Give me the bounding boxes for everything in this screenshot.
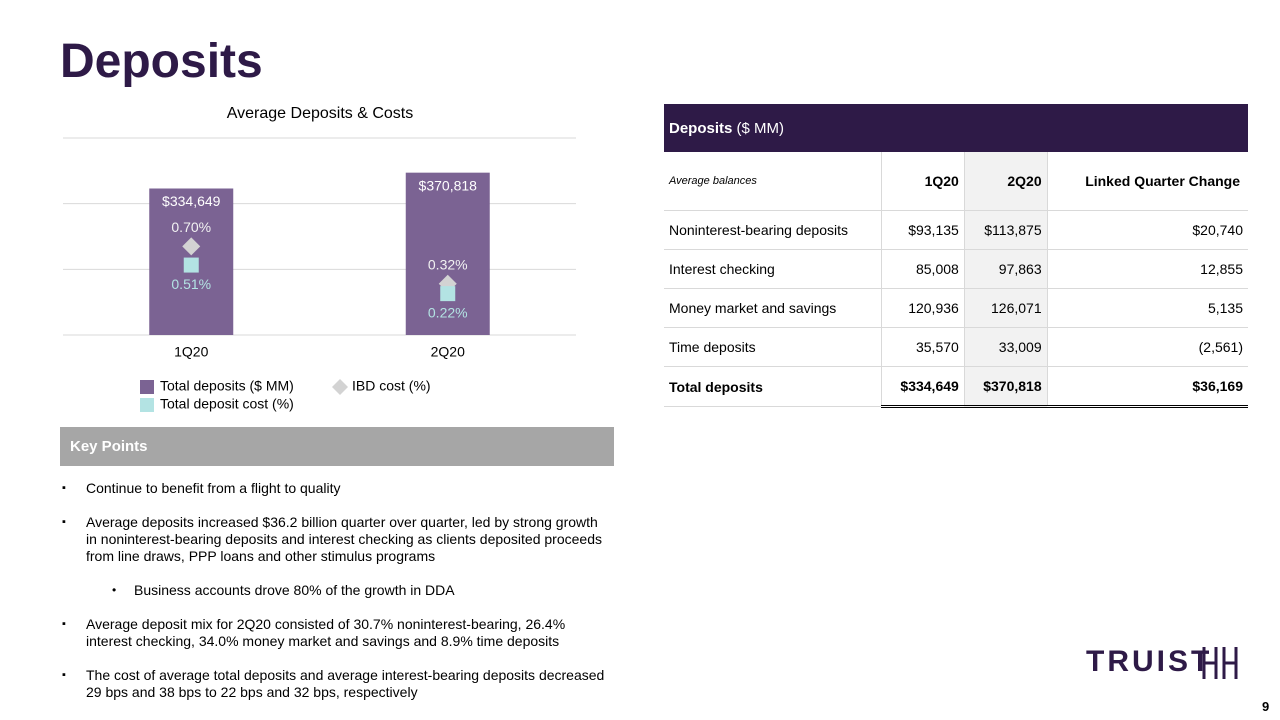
key-point: Average deposits increased $36.2 billion… [62, 514, 606, 565]
table-cell: 97,863 [964, 249, 1048, 289]
deposits-table: Deposits ($ MM) Average balances 1Q20 2Q20 L… [664, 104, 1248, 408]
table-cell: Money market and savings [664, 288, 882, 328]
legend-label: Total deposit cost (%) [160, 396, 294, 412]
column-header: Average balances [664, 152, 882, 211]
table-row: Money market and savings 120,936 126,071 5,… [664, 288, 1248, 328]
table-cell: $36,169 [1047, 366, 1248, 408]
table-cell: 5,135 [1047, 288, 1248, 328]
x-tick-label: 2Q20 [431, 344, 465, 360]
table-title-row: Deposits ($ MM) [664, 104, 1248, 152]
table-cell: 12,855 [1047, 249, 1248, 289]
table-cell: Total deposits [664, 366, 882, 407]
chart-title: Average Deposits & Costs [227, 105, 413, 122]
diamond-marker [182, 237, 201, 256]
key-point: Continue to benefit from a flight to qua… [62, 480, 606, 497]
table-title: Deposits [669, 119, 733, 137]
table-cell: 126,071 [964, 288, 1048, 328]
data-label: 0.22% [428, 304, 468, 320]
key-point: The cost of average total deposits and a… [62, 667, 606, 701]
table-cell: Time deposits [664, 327, 882, 367]
column-header-row: Average balances 1Q20 2Q20 Linked Quarter C… [664, 152, 1248, 211]
legend-swatch [140, 398, 154, 412]
table-cell: $93,135 [881, 210, 965, 250]
square-marker [183, 257, 199, 273]
table-row: Noninterest-bearing deposits $93,135 $113,… [664, 210, 1248, 250]
column-header: Linked Quarter Change [1047, 152, 1248, 211]
table-unit: ($ MM) [736, 119, 785, 137]
x-tick-label: 1Q20 [174, 344, 208, 360]
legend-label: IBD cost (%) [352, 378, 431, 394]
table-cell: $113,875 [964, 210, 1048, 250]
table-title-cell: Deposits ($ MM) [664, 104, 1248, 152]
page-number: 9 [1262, 699, 1270, 714]
table-cell: Noninterest-bearing deposits [664, 210, 882, 250]
key-points-header: Key Points [60, 427, 614, 466]
table-row: Interest checking 85,008 97,863 12,855 [664, 249, 1248, 289]
key-point: Average deposit mix for 2Q20 consisted o… [62, 616, 606, 650]
table-cell: (2,561) [1047, 327, 1248, 367]
table-cell: $20,740 [1047, 210, 1248, 250]
data-label: $334,649 [162, 193, 221, 209]
table-row: Total deposits $334,649 $370,818 $36,169 [664, 366, 1248, 408]
data-label: 0.51% [171, 276, 211, 292]
column-header: 2Q20 [964, 152, 1048, 211]
table-cell: 33,009 [964, 327, 1048, 367]
table-cell: 85,008 [881, 249, 965, 289]
data-label: 0.70% [171, 219, 211, 235]
table-cell: $334,649 [881, 366, 965, 408]
table-cell: 35,570 [881, 327, 965, 367]
logo-icon [1202, 647, 1238, 679]
logo-text: TRUIST [1086, 645, 1213, 678]
table-cell: Interest checking [664, 249, 882, 289]
table-row: Time deposits 35,570 33,009 (2,561) [664, 327, 1248, 367]
table-cell: $370,818 [964, 366, 1048, 408]
slide-title: Deposits [60, 35, 263, 88]
key-point-sub: Business accounts drove 80% of the growt… [112, 582, 654, 599]
square-marker [440, 286, 456, 302]
table-cell: 120,936 [881, 288, 965, 328]
data-label: $370,818 [419, 177, 478, 193]
chart: Average Deposits & Costs 1Q20 $334,649 0.7… [63, 105, 576, 412]
data-label: 0.32% [428, 256, 468, 272]
legend-swatch [140, 380, 154, 394]
bar [405, 172, 490, 335]
column-header: 1Q20 [881, 152, 965, 211]
legend-swatch [332, 379, 348, 395]
legend-label: Total deposits ($ MM) [160, 378, 294, 394]
